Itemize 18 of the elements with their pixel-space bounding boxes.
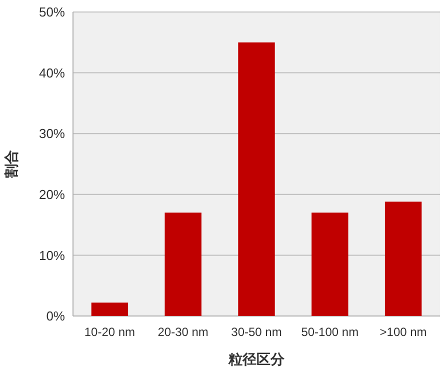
bar <box>91 302 128 316</box>
bar <box>164 212 202 316</box>
x-tick-label: >100 nm <box>380 325 427 339</box>
y-tick-label: 30% <box>38 126 66 142</box>
bar <box>238 42 275 316</box>
bar <box>312 212 348 316</box>
y-tick-label: 10% <box>38 248 66 263</box>
x-axis-title: 粒径区分 <box>228 351 286 367</box>
x-tick-label: 30-50 nm <box>231 325 282 339</box>
x-tick-label: 50-100 nm <box>301 325 359 339</box>
bar <box>384 202 422 316</box>
y-tick-label: 40% <box>38 65 66 80</box>
x-tick-label: 10-20 nm <box>84 325 136 339</box>
y-tick-label: 20% <box>38 186 66 202</box>
y-axis-title: 割合 <box>3 150 19 179</box>
x-tick-label: 20-30 nm <box>158 325 208 339</box>
y-tick-label: 50% <box>38 4 66 20</box>
y-tick-label: 0% <box>46 308 66 324</box>
